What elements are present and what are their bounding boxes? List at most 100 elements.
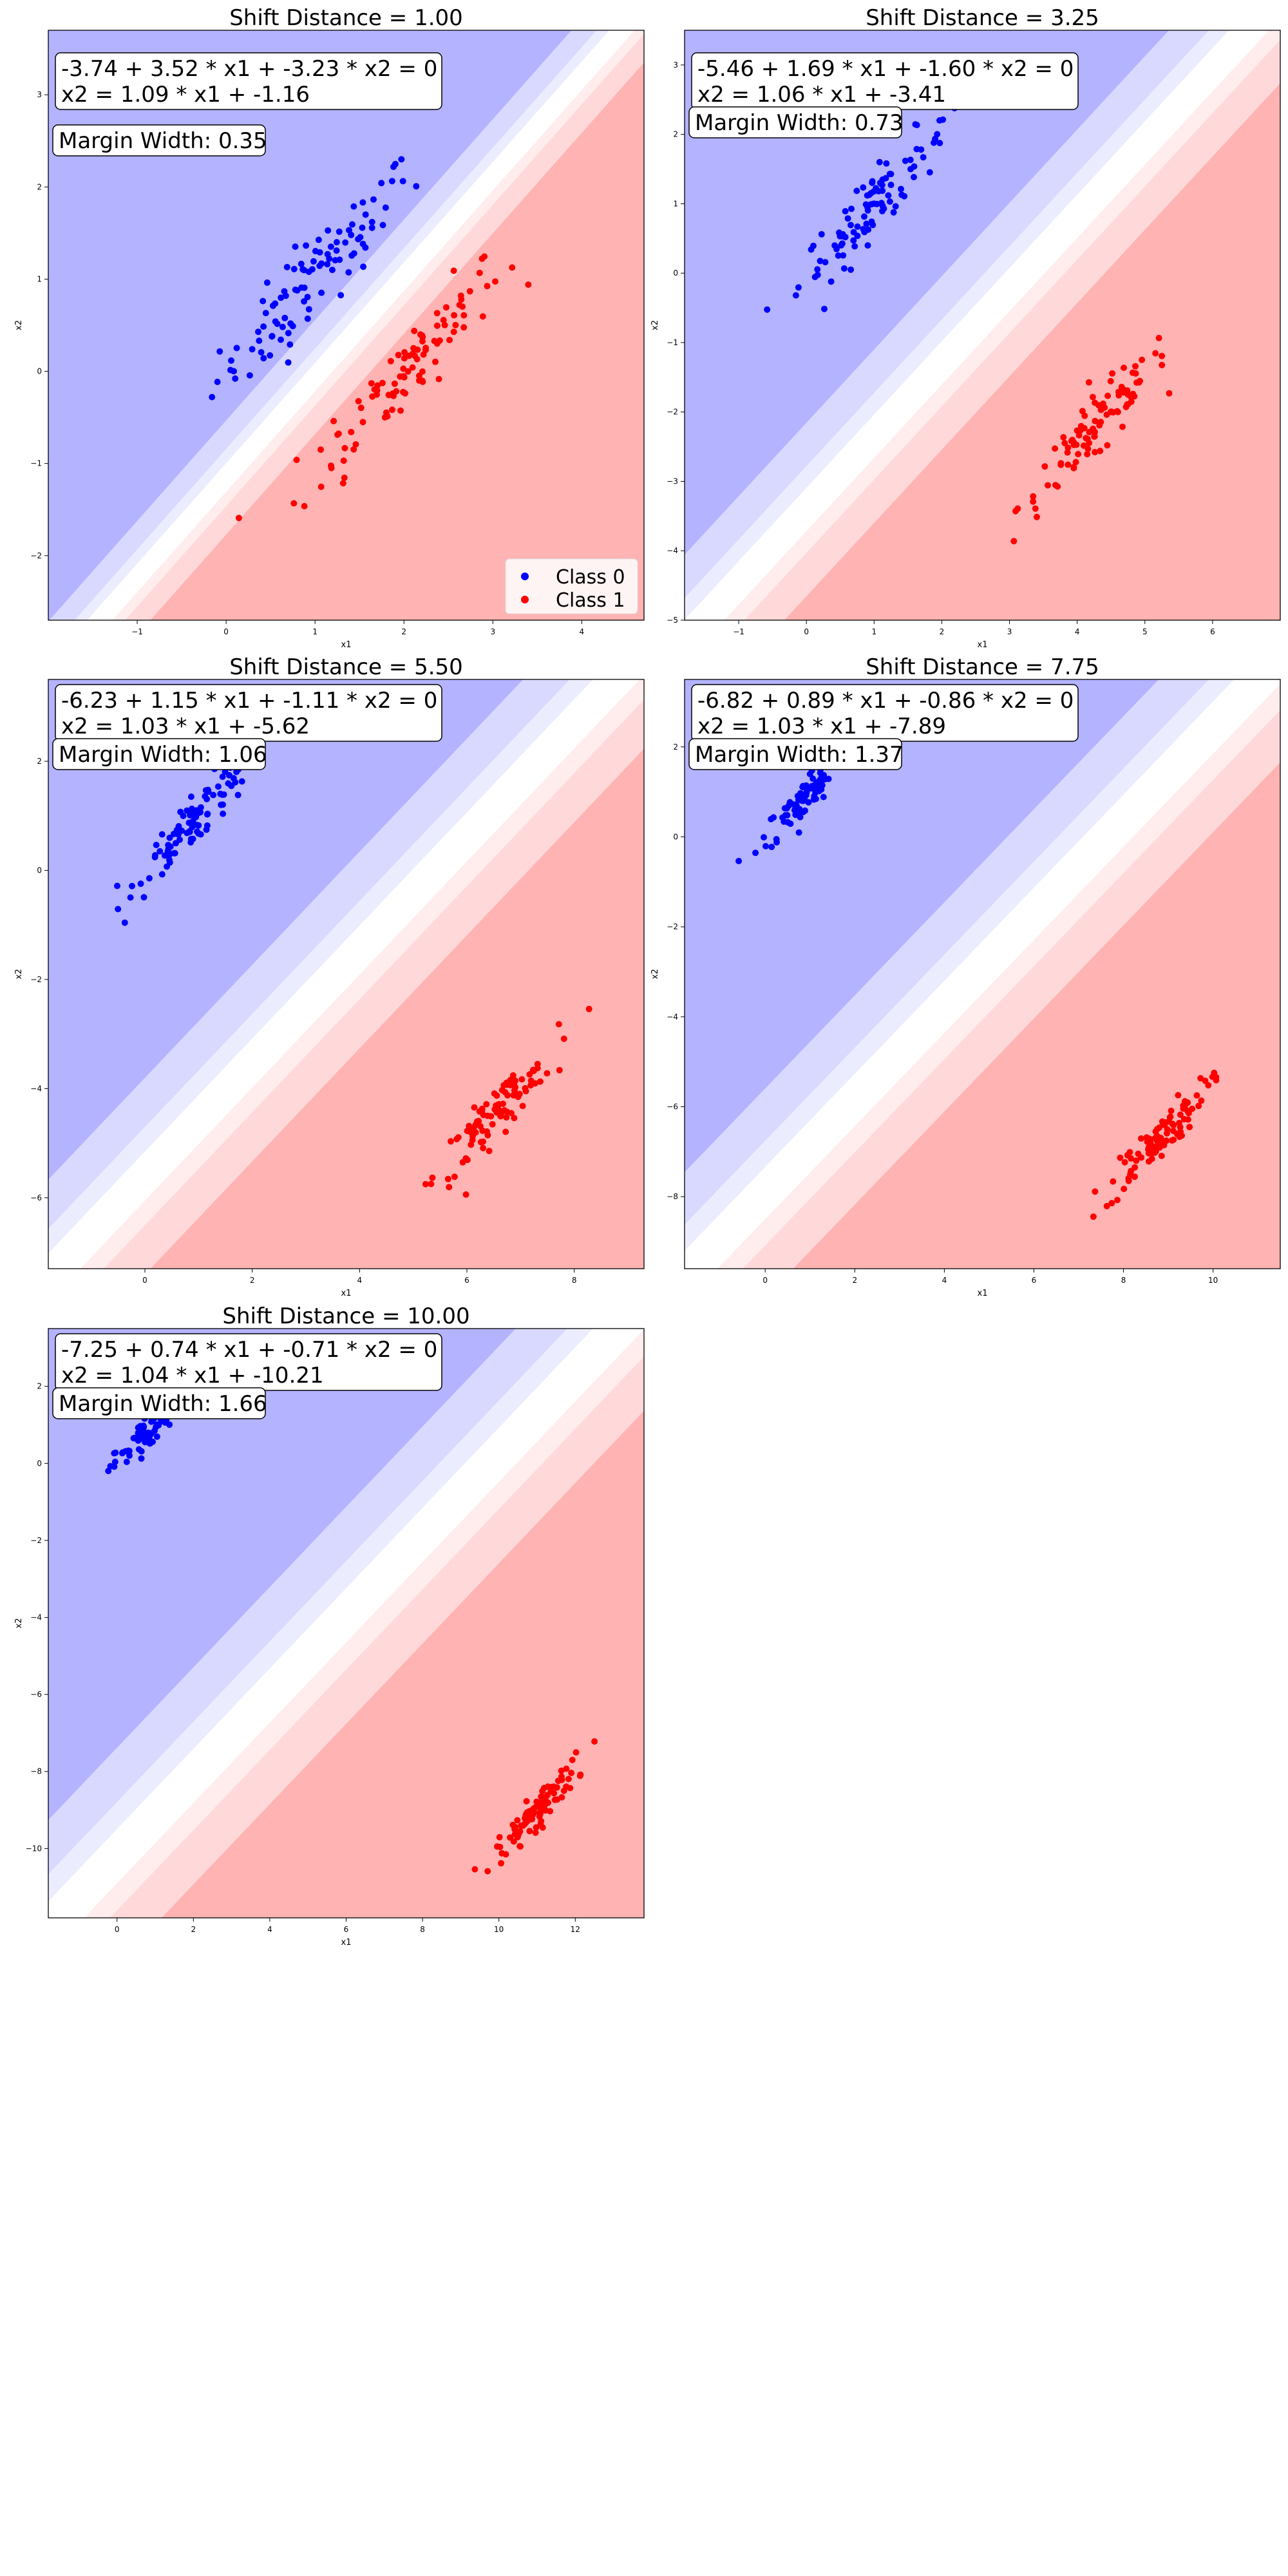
class0-point [892,203,899,210]
class1-point [1092,1188,1099,1195]
class0-point [907,166,914,173]
class0-point [864,192,871,199]
class1-point [466,1122,473,1130]
class0-point [142,1439,149,1446]
class1-point [537,1821,544,1828]
class1-point [565,1776,572,1783]
class0-point [135,1437,142,1444]
class1-point [1120,386,1127,393]
class0-point [822,259,829,266]
class0-point [171,849,178,857]
class1-point [495,1101,502,1108]
class0-point [388,178,395,185]
class1-point [1052,482,1059,489]
class1-point [1070,464,1077,471]
class0-point [260,355,267,362]
class0-point [127,894,134,901]
decision-equation: -6.23 + 1.15 * x1 + -1.11 * x2 = 0 [61,688,437,714]
class1-point [1158,1152,1165,1159]
class1-point [494,1843,500,1850]
class1-point [384,413,391,420]
y-axis-label: x2 [14,320,24,330]
class0-point [368,224,375,231]
class1-point [1089,393,1096,401]
decision-band-5 [80,679,644,1269]
class0-point [176,836,183,843]
x-axis-label: x1 [978,640,988,650]
class1-point [569,1756,576,1763]
class1-point [475,1117,482,1124]
class0-point [864,242,871,249]
class1-point [551,1796,558,1803]
class1-point [1069,437,1076,444]
class1-point [466,288,473,295]
class1-point [341,474,348,481]
class0-point [911,174,917,180]
class1-point [545,1799,551,1806]
class1-point [348,428,355,435]
class0-point [861,229,868,236]
class1-point [1152,1128,1159,1135]
class0-point [940,116,947,123]
class1-point [1103,411,1110,418]
class0-point [359,199,366,206]
class1-point [1155,334,1162,341]
class1-point [509,1072,516,1079]
y-tick-label: 0 [673,269,678,278]
class1-point [1164,1126,1171,1133]
class0-point [828,278,835,285]
x-axis-label: x1 [341,1289,352,1298]
class1-point [518,1076,526,1083]
class0-point [902,157,909,164]
class1-point [412,352,419,359]
class0-point [202,787,209,794]
class1-point [1152,350,1159,357]
x-tick-label: 4 [1075,627,1080,636]
subplot-3: 0 2 4 6 8 −6 −4 −2 0 2 x1 x2 Shift Distance = 5.50 -6… [14,654,645,1298]
class1-point [369,393,376,400]
decision-band-6 [743,710,1280,1269]
class0-point [370,196,377,203]
class1-point [471,1104,478,1111]
class1-point [1110,1178,1117,1185]
class1-point [479,313,486,320]
class0-point [232,779,239,786]
class1-point [553,1784,560,1791]
y-tick-label: 0 [37,1459,42,1468]
class0-point [285,330,292,337]
plot-area [685,30,1280,620]
class0-point [318,289,325,296]
y-tick-label: −6 [667,1103,678,1112]
class1-point [519,1103,526,1110]
class1-point [1096,422,1103,429]
class1-point [1109,370,1116,377]
class0-point [879,176,886,183]
class1-point [534,1065,541,1072]
class0-point [186,828,193,835]
decision-band-7 [150,62,644,620]
class1-point [502,1089,509,1096]
class1-point [1065,444,1072,451]
class1-point [1135,1150,1142,1157]
class1-point [1034,513,1040,520]
legend-marker-class0 [521,573,529,580]
class1-point [522,1084,529,1092]
class0-point [861,213,867,220]
class0-point [333,247,340,254]
margin-width: Margin Width: 1.37 [695,742,904,768]
class0-point [115,905,122,913]
class1-point [1157,1135,1164,1142]
class0-point [357,234,364,241]
class0-point [840,252,847,259]
class1-point [1091,433,1098,440]
class0-point [238,778,245,785]
class0-point [773,838,780,846]
x-tick-label: 8 [572,1276,577,1285]
class1-point [568,1770,575,1776]
x-tick-label: 0 [804,627,809,636]
class1-point [433,340,440,347]
class0-point [175,831,182,838]
x-tick-label: 6 [344,1925,349,1934]
class0-point [123,1459,130,1465]
class1-point [502,1851,509,1858]
